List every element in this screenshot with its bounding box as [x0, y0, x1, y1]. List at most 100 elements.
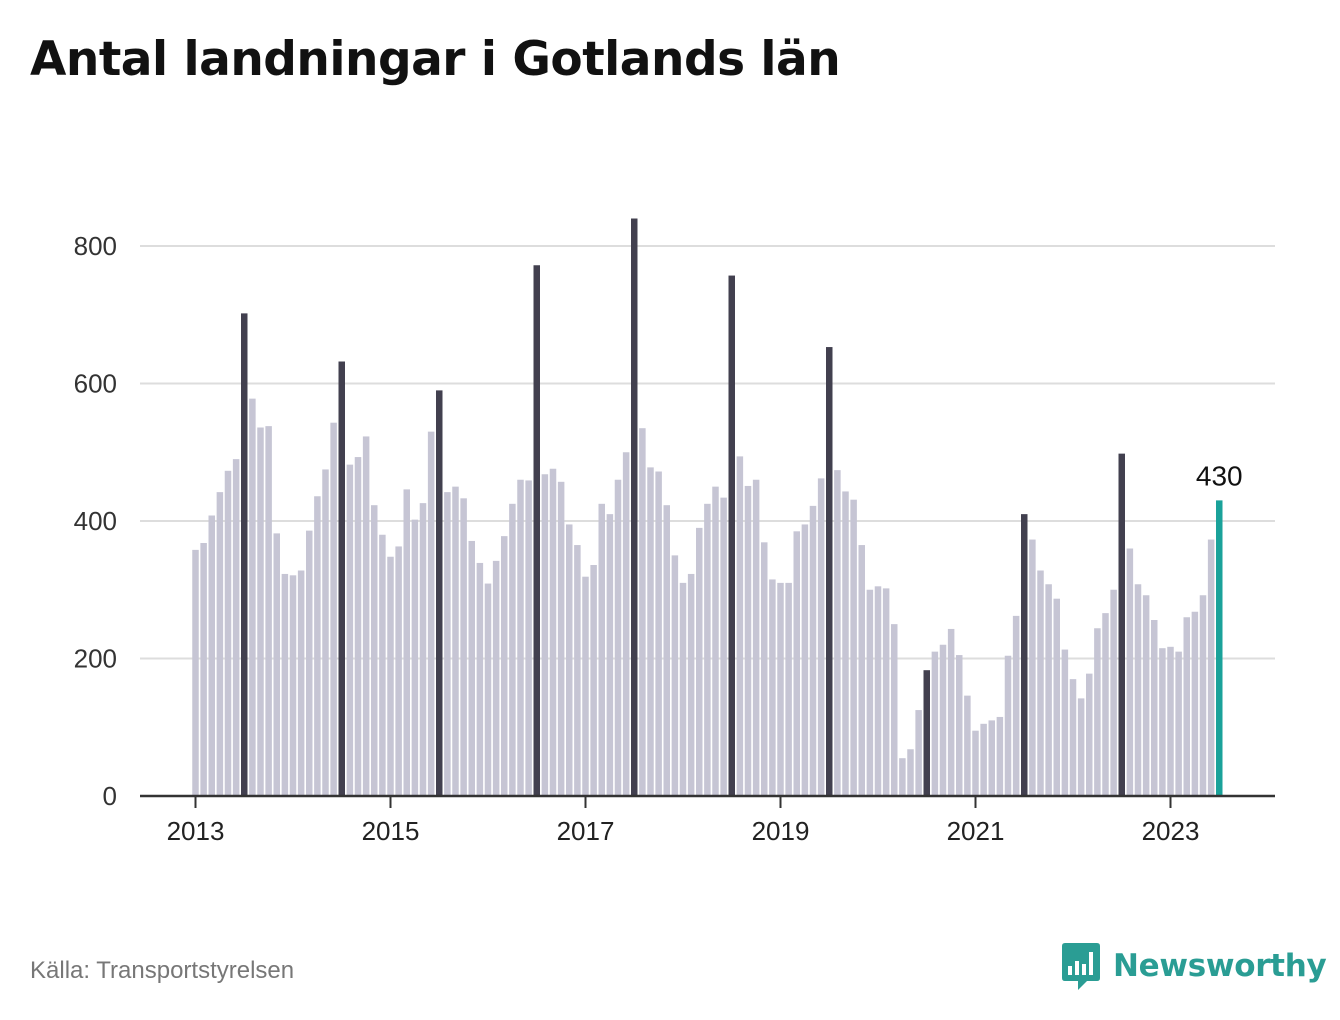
bar	[809, 505, 817, 797]
y-tick-label: 600	[74, 369, 117, 399]
bar	[468, 540, 475, 796]
bar	[1134, 584, 1142, 796]
bar	[346, 464, 354, 797]
bar	[289, 575, 297, 796]
bar	[622, 452, 630, 796]
bar	[314, 496, 321, 796]
bar	[980, 723, 987, 796]
bar-highlight	[533, 265, 540, 796]
bar-highlight	[631, 218, 638, 796]
y-axis-ticks: 0 200 400 600 800	[74, 231, 117, 811]
bar	[761, 542, 768, 796]
bar	[801, 524, 809, 796]
bar	[647, 467, 654, 797]
bar	[769, 579, 776, 796]
bar	[460, 498, 467, 796]
bar	[1159, 648, 1166, 796]
bar	[1167, 646, 1174, 796]
y-tick-label: 200	[74, 644, 117, 674]
bar	[598, 503, 605, 796]
bar	[687, 573, 695, 796]
latest-value-label: 430	[1196, 460, 1243, 491]
bar	[939, 644, 947, 796]
bar	[501, 536, 508, 797]
bar	[777, 582, 784, 797]
bar	[1037, 570, 1044, 796]
bar	[216, 492, 224, 797]
x-tick-label: 2021	[947, 816, 1005, 846]
bar	[492, 560, 500, 797]
bar	[265, 426, 272, 797]
bar	[1175, 651, 1182, 797]
bar	[1102, 613, 1109, 797]
bar	[200, 543, 207, 796]
x-tick-label: 2015	[362, 816, 420, 846]
bar	[387, 556, 394, 796]
bar	[956, 655, 963, 796]
bar-highlight	[1021, 514, 1028, 797]
bar	[1004, 655, 1012, 796]
bar	[899, 758, 906, 796]
bar	[1207, 539, 1215, 796]
x-tick-label: 2013	[167, 816, 225, 846]
bar	[663, 505, 670, 796]
bar	[931, 651, 939, 797]
bar-highlight	[923, 670, 930, 796]
data-labels: 430	[1196, 460, 1243, 491]
bar	[850, 499, 857, 796]
bar	[834, 470, 841, 797]
bar	[574, 545, 581, 796]
bar	[712, 486, 719, 797]
bar-highlight	[1118, 453, 1125, 797]
bar-highlight	[728, 275, 735, 796]
bar	[322, 469, 329, 796]
bar	[882, 588, 890, 797]
bar-latest	[1216, 500, 1223, 797]
bar-highlight	[338, 361, 345, 796]
y-tick-label: 0	[103, 781, 117, 811]
bar	[996, 716, 1004, 796]
bar	[1151, 620, 1158, 796]
bar	[452, 486, 459, 797]
bar	[1086, 673, 1093, 797]
bar	[330, 422, 337, 796]
bar	[744, 485, 752, 796]
bar	[1191, 611, 1199, 796]
x-axis-ticks: 2013 2015 2017 2019 2021 2023	[167, 796, 1200, 846]
bar	[1199, 595, 1207, 796]
bar	[1061, 649, 1069, 796]
bar	[988, 720, 995, 797]
x-tick-label: 2023	[1142, 816, 1200, 846]
bar	[858, 545, 865, 796]
newsworthy-logo-icon	[1062, 943, 1100, 990]
bar	[1110, 589, 1117, 796]
bar	[1183, 617, 1190, 796]
bar-highlight	[241, 313, 248, 797]
bar	[614, 479, 622, 796]
bar	[525, 480, 532, 796]
bar	[752, 479, 760, 796]
bars	[192, 218, 1223, 797]
bar	[549, 468, 557, 796]
bar	[866, 589, 874, 796]
bar	[1069, 679, 1077, 797]
bar	[306, 530, 313, 797]
bar	[484, 583, 492, 796]
bar	[427, 431, 435, 797]
bar	[590, 565, 597, 796]
bar	[582, 576, 589, 796]
bar	[1029, 539, 1036, 796]
source-note: Källa: Transportstyrelsen	[30, 957, 295, 984]
brand: Newsworthy	[1061, 940, 1327, 992]
bar	[1077, 698, 1085, 797]
bar	[1053, 598, 1060, 796]
bar	[1045, 584, 1052, 796]
bar-highlight	[436, 390, 443, 797]
bar	[842, 491, 849, 796]
bar	[249, 398, 256, 797]
bar	[696, 527, 703, 797]
bar	[793, 531, 800, 796]
bar	[476, 562, 484, 796]
bar	[1094, 628, 1101, 796]
